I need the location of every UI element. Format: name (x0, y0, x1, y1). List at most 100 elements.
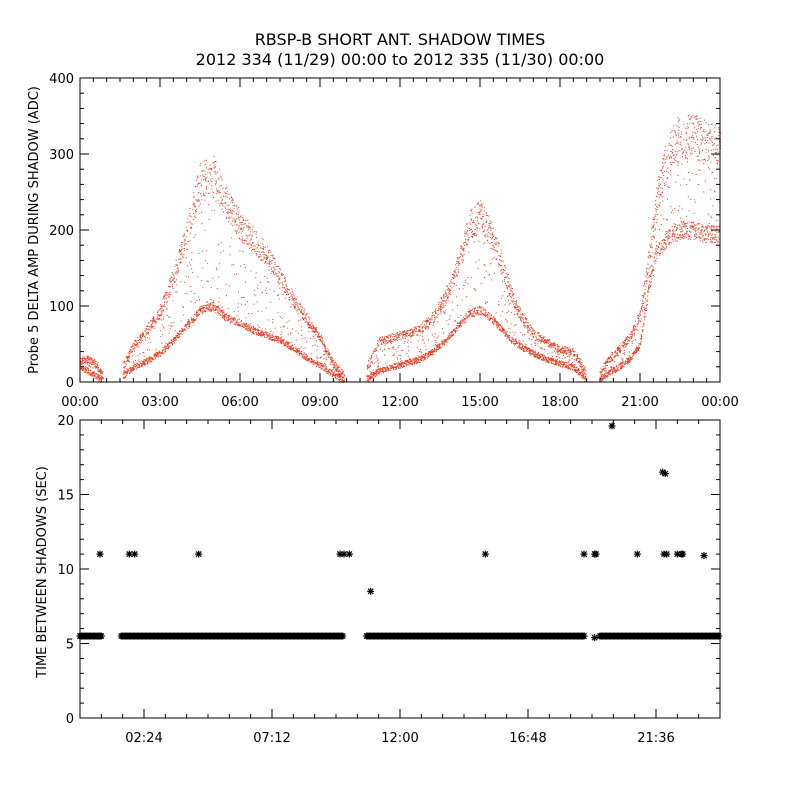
top-data-point (284, 278, 285, 280)
top-data-point (320, 339, 321, 341)
top-data-point (141, 334, 143, 335)
top-data-point (273, 271, 274, 273)
top-data-point (267, 255, 269, 257)
top-data-point (212, 191, 214, 193)
top-data-point (149, 329, 151, 331)
top-data-point (447, 338, 449, 340)
top-data-point (300, 319, 302, 321)
top-data-point (160, 314, 162, 316)
top-data-point (372, 372, 374, 374)
top-data-point (460, 324, 462, 326)
top-data-point (482, 216, 483, 218)
top-data-point (400, 360, 402, 362)
top-data-point (547, 359, 549, 361)
top-data-point (317, 334, 319, 336)
top-data-point (87, 368, 89, 370)
top-data-point (312, 330, 314, 332)
top-data-point (258, 330, 260, 331)
top-data-point (179, 333, 181, 335)
top-data-point (212, 305, 214, 307)
top-data-point (422, 322, 424, 324)
top-data-point (267, 256, 269, 258)
top-data-point (408, 334, 409, 336)
top-data-point (534, 331, 536, 333)
top-data-point (417, 358, 419, 360)
top-data-point (379, 369, 381, 371)
top-data-point (258, 245, 260, 246)
top-data-point (496, 320, 498, 322)
top-data-point (101, 370, 103, 372)
top-data-point (548, 359, 550, 361)
top-data-point (453, 270, 455, 272)
top-data-point (91, 359, 93, 361)
top-data-point (552, 360, 554, 362)
top-data-point (296, 353, 298, 355)
top-data-point (130, 351, 132, 353)
top-data-point (531, 334, 533, 335)
top-data-point (381, 339, 383, 340)
top-data-point (261, 252, 263, 254)
top-data-point (404, 363, 406, 365)
top-data-point (208, 218, 210, 220)
top-data-point (553, 343, 555, 345)
top-data-point (417, 361, 419, 363)
top-data-point (485, 221, 487, 223)
top-data-point (151, 326, 153, 328)
top-data-point (211, 209, 213, 211)
top-data-point (505, 277, 507, 279)
top-data-point (297, 351, 299, 353)
top-data-point (240, 303, 242, 305)
top-data-point (487, 229, 489, 231)
top-data-point (527, 350, 529, 352)
top-data-point (336, 370, 338, 372)
top-data-point (422, 332, 423, 334)
top-data-point (398, 334, 400, 336)
top-data-point (249, 325, 251, 327)
top-data-point (168, 316, 170, 318)
top-data-point (211, 181, 213, 183)
top-data-point (374, 372, 375, 374)
top-data-point (407, 362, 409, 364)
top-data-point (418, 359, 420, 361)
top-data-point (236, 231, 237, 233)
top-data-point (176, 267, 178, 269)
top-data-point (92, 374, 94, 375)
top-data-point (371, 354, 373, 356)
top-data-point (484, 315, 486, 317)
top-data-point (236, 204, 238, 206)
top-data-point (518, 345, 520, 347)
top-data-point (243, 323, 245, 325)
top-data-point (519, 308, 521, 310)
top-data-point (165, 351, 166, 353)
top-data-point (460, 325, 462, 326)
top-data-point (127, 361, 129, 362)
top-data-point (413, 361, 415, 363)
top-data-point (313, 330, 314, 332)
top-data-point (163, 298, 165, 300)
top-data-point (475, 314, 477, 316)
top-data-point (395, 339, 397, 341)
top-data-point (308, 331, 310, 333)
top-data-point (391, 333, 393, 335)
top-data-point (437, 344, 439, 346)
top-data-point (409, 361, 411, 363)
top-data-point (232, 200, 234, 202)
top-data-point (418, 330, 420, 332)
top-data-point (321, 363, 323, 365)
top-data-point (220, 192, 222, 194)
top-data-point (543, 356, 544, 358)
top-data-point (424, 357, 426, 358)
top-data-point (538, 356, 540, 358)
top-data-point (429, 319, 431, 321)
top-data-point (192, 208, 194, 210)
top-data-point (504, 264, 506, 266)
top-data-point (405, 333, 407, 335)
top-data-point (528, 327, 530, 329)
top-data-point (344, 380, 345, 382)
top-data-point (290, 333, 292, 335)
top-data-point (247, 227, 249, 229)
top-data-point (460, 246, 462, 248)
top-data-point (306, 314, 308, 316)
top-data-point (543, 336, 545, 338)
top-data-point (525, 346, 527, 348)
